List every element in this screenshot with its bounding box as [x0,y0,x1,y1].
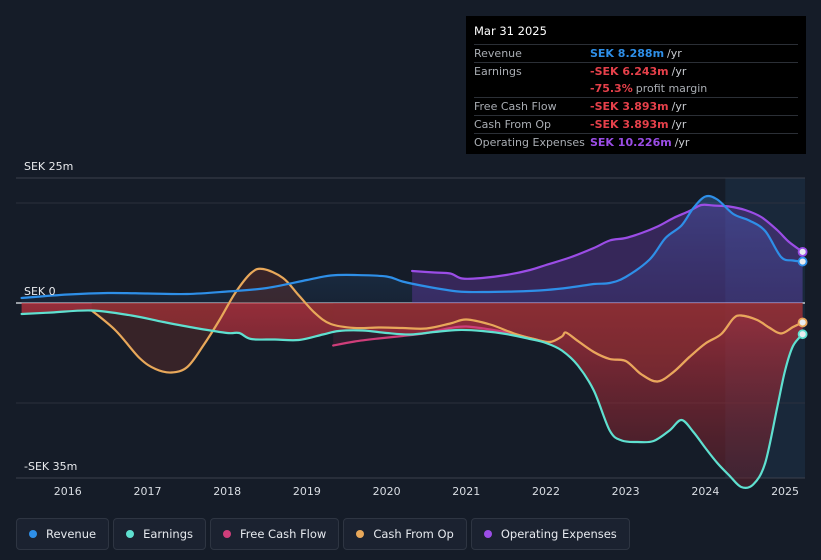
tooltip-value-earnings: -SEK 6.243m [590,65,669,78]
legend-item-earnings[interactable]: Earnings [113,518,206,550]
operating-expenses-area [412,204,803,303]
legend-dot-icon [29,530,37,538]
revenue-endpoint [797,256,808,267]
legend-label-free-cash-flow: Free Cash Flow [240,527,327,541]
series-lines [20,194,804,490]
tooltip-value-margin: -75.3% [590,82,633,95]
earnings-area [21,303,803,488]
tooltip-unit-revenue: /yr [667,47,682,60]
tooltip-label-cfo: Cash From Op [474,118,552,131]
legend-label-cash-from-op: Cash From Op [373,527,454,541]
y-label-bottom: -SEK 35m [24,460,77,473]
operating-expenses-endpoint [797,246,808,257]
legend-dot-icon [356,530,365,538]
cash-from-op-endpoint [797,317,808,328]
operating-expenses-line [411,203,804,280]
revenue-line [20,194,804,300]
tooltip-date: Mar 31 2025 [474,24,547,38]
tooltip-value-opex: SEK 10.226m [590,136,672,149]
x-tick-2017: 2017 [134,485,162,498]
x-tick-2018: 2018 [213,485,241,498]
y-label-top: SEK 25m [24,160,73,173]
x-tick-2023: 2023 [612,485,640,498]
cash-from-op-line [90,267,804,383]
x-tick-2016: 2016 [54,485,82,498]
tooltip-value-cfo: -SEK 3.893m [590,118,669,131]
legend-dot-icon [126,530,135,538]
legend: Revenue Earnings Free Cash Flow Cash Fro… [16,518,630,550]
x-tick-2024: 2024 [691,485,719,498]
tooltip-label-fcf: Free Cash Flow [474,100,557,113]
area-fills [21,195,803,488]
x-tick-2019: 2019 [293,485,321,498]
legend-item-operating-expenses[interactable]: Operating Expenses [470,518,630,550]
tooltip-unit-opex: /yr [674,136,690,149]
x-tick-2020: 2020 [373,485,401,498]
x-tick-2025: 2025 [771,485,799,498]
tooltip-value-fcf: -SEK 3.893m [590,100,669,113]
tooltip-label-earnings: Earnings [474,65,522,78]
x-tick-2022: 2022 [532,485,560,498]
tooltip-panel: Mar 31 2025 Revenue SEK 8.288m /yr Earni… [466,16,806,154]
tooltip-unit-earnings: /yr [671,65,687,78]
x-axis-ticks: 2016 2017 2018 2019 2020 2021 2022 2023 2024 2025 [54,485,799,498]
tooltip-unit-cfo: /yr [671,118,687,131]
legend-dot-icon [483,530,492,538]
y-label-zero: SEK 0 [24,285,56,298]
cash-from-op-area [91,268,803,382]
series-endpoints [797,246,808,340]
tooltip-label-opex: Operating Expenses [474,136,585,149]
legend-dot-icon [223,530,231,538]
x-tick-2021: 2021 [452,485,480,498]
legend-label-revenue: Revenue [46,527,97,541]
tooltip-unit-fcf: /yr [671,100,687,113]
legend-label-earnings: Earnings [143,527,193,541]
earnings-endpoint [797,329,808,340]
legend-item-cash-from-op[interactable]: Cash From Op [343,518,467,550]
tooltip-value-revenue: SEK 8.288m [590,47,665,60]
legend-item-free-cash-flow[interactable]: Free Cash Flow [210,518,340,550]
legend-label-operating-expenses: Operating Expenses [500,527,617,541]
legend-item-revenue[interactable]: Revenue [16,518,110,550]
earnings-line [20,309,804,490]
tooltip-label-margin [474,80,590,97]
tooltip-unit-margin: profit margin [635,82,708,95]
tooltip-label-revenue: Revenue [474,47,522,60]
